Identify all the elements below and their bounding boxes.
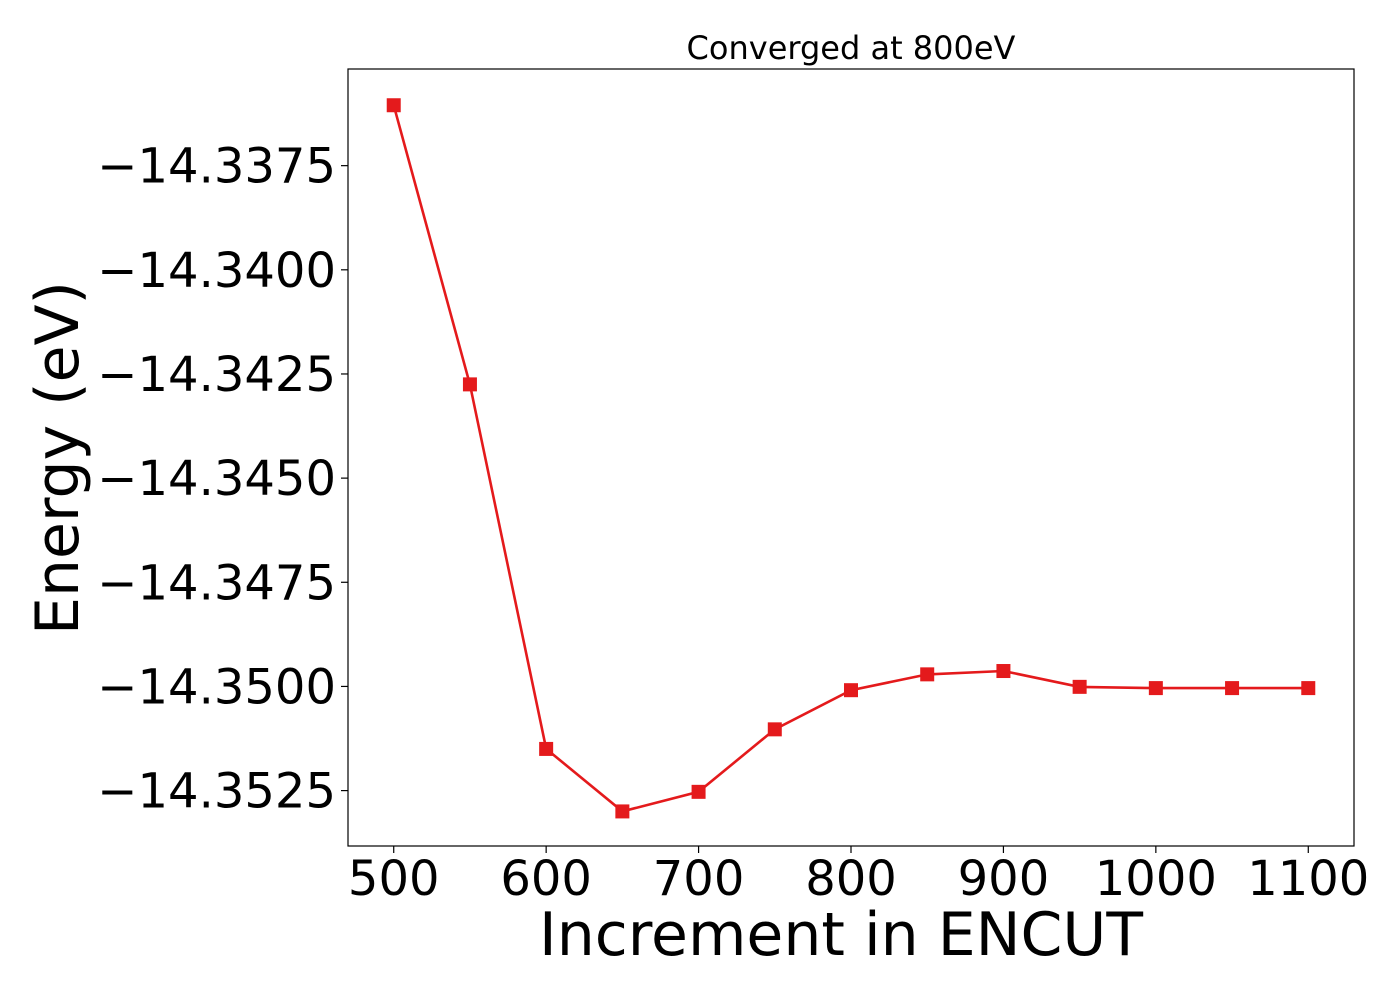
x-tick-label: 500 (348, 851, 440, 907)
chart-title: Converged at 800eV (687, 29, 1016, 67)
y-tick-label: −14.3500 (97, 659, 336, 715)
y-tick-label: −14.3425 (97, 347, 336, 403)
y-tick-label: −14.3525 (97, 764, 336, 820)
y-tick-label: −14.3450 (97, 451, 336, 507)
x-tick-label: 700 (653, 851, 745, 907)
x-tick-label: 900 (958, 851, 1050, 907)
data-point-marker (844, 683, 858, 698)
data-point-marker (1225, 681, 1240, 696)
x-tick-label: 1000 (1095, 851, 1217, 907)
x-tick-label: 1100 (1247, 851, 1369, 907)
series-markers (386, 98, 1316, 819)
y-axis-ticks: −14.3375 −14.3400 −14.3425 −14.3450 −14.3475… (97, 139, 348, 820)
data-point-marker (691, 784, 706, 799)
data-point-marker (767, 722, 782, 737)
x-tick-label: 800 (805, 851, 897, 907)
x-axis-label: Increment in ENCUT (539, 900, 1143, 970)
y-tick-label: −14.3375 (97, 139, 336, 195)
data-point-marker (1148, 681, 1163, 696)
data-point-marker (615, 804, 630, 819)
data-point-marker (1072, 679, 1087, 694)
data-point-marker (539, 741, 554, 756)
data-point-marker (386, 98, 401, 113)
data-point-marker (462, 377, 477, 392)
x-axis-ticks: 500 600 700 800 900 1000 1100 (348, 846, 1369, 907)
y-tick-label: −14.3475 (97, 555, 336, 611)
y-tick-label: −14.3400 (97, 243, 336, 299)
data-point-marker (1301, 681, 1316, 696)
data-point-marker (920, 667, 935, 682)
x-tick-label: 600 (500, 851, 592, 907)
y-axis-label: Energy (eV) (23, 281, 93, 635)
data-point-marker (996, 664, 1011, 679)
